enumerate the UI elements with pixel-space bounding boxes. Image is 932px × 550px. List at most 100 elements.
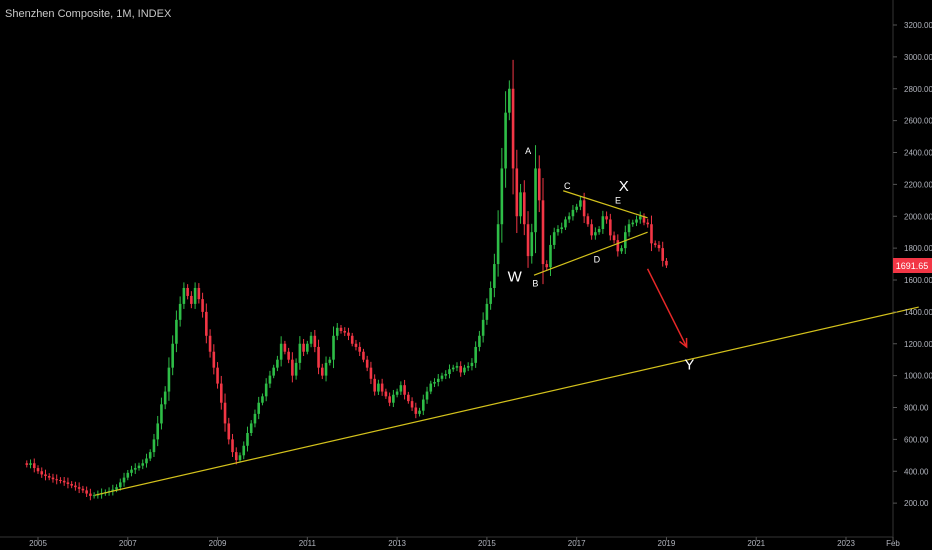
candle-body	[358, 346, 362, 352]
y-tick-label: 2400.00	[904, 149, 932, 158]
candle-body	[156, 423, 160, 440]
candle-body	[635, 219, 638, 223]
y-tick-label: 2200.00	[904, 180, 932, 189]
candle-body	[160, 404, 163, 424]
candle-body	[395, 391, 399, 395]
candle-body	[246, 433, 249, 446]
candle-body	[25, 463, 29, 465]
candle-body	[470, 362, 474, 367]
trendlines-layer	[94, 190, 919, 496]
candle-body	[59, 480, 62, 482]
candle-body	[519, 192, 522, 217]
candle-body	[481, 319, 485, 336]
candle-body	[313, 335, 317, 347]
x-tick-label: 2021	[747, 539, 765, 548]
candle-body	[175, 319, 178, 344]
candle-body	[418, 410, 421, 414]
candle-body	[459, 366, 463, 373]
candle-body	[133, 468, 137, 470]
candle-body	[234, 452, 238, 461]
candle-body	[526, 224, 530, 257]
candle-body	[29, 463, 32, 465]
candle-body	[178, 303, 182, 320]
candle-body	[283, 343, 287, 352]
candle-body	[466, 366, 470, 368]
candle-body	[320, 367, 324, 376]
candle-body	[463, 367, 466, 373]
candles-layer	[25, 59, 668, 501]
candle-body	[373, 378, 376, 392]
candle-body	[407, 394, 410, 402]
last-price-badge-bg	[893, 258, 932, 273]
candle-body	[122, 477, 126, 483]
candle-body	[242, 445, 246, 456]
candle-body	[298, 343, 302, 363]
candle-body	[425, 391, 429, 400]
candle-body	[541, 200, 545, 265]
candle-body	[111, 489, 115, 492]
x-tick-label: 2013	[388, 539, 406, 548]
candle-body	[594, 232, 597, 236]
candle-body	[287, 351, 290, 360]
candle-body	[642, 216, 646, 223]
candle-body	[489, 287, 492, 304]
candle-body	[197, 287, 201, 300]
candle-body	[579, 200, 582, 207]
candle-body	[212, 351, 216, 368]
trendline[interactable]	[563, 190, 648, 219]
candle-body	[474, 346, 477, 363]
candle-body	[597, 229, 601, 233]
wave-label: E	[615, 196, 621, 206]
candle-body	[508, 88, 511, 113]
candle-body	[223, 402, 227, 424]
x-tick-label: 2023	[837, 539, 855, 548]
y-tick-label: 2600.00	[904, 117, 932, 126]
candle-body	[444, 374, 448, 376]
y-tick-label: 1200.00	[904, 340, 932, 349]
candle-body	[631, 222, 635, 225]
y-tick-label: 1400.00	[904, 308, 932, 317]
candle-body	[590, 224, 593, 236]
candle-body	[485, 303, 489, 320]
candle-body	[231, 439, 234, 453]
candle-body	[152, 439, 156, 453]
last-price-label: 1691.65	[896, 261, 929, 271]
candle-body	[190, 295, 193, 304]
candle-body	[575, 206, 578, 210]
candle-body	[451, 367, 455, 370]
trendline[interactable]	[94, 306, 919, 496]
candle-body	[216, 367, 219, 384]
candle-body	[294, 362, 298, 376]
candle-body	[560, 227, 564, 229]
candle-body	[478, 335, 481, 347]
x-tick-label: 2007	[119, 539, 137, 548]
candle-body	[279, 343, 283, 360]
candle-body	[51, 477, 55, 480]
candle-body	[582, 200, 586, 217]
candle-body	[47, 476, 51, 478]
candle-body	[504, 112, 507, 169]
candle-body	[306, 343, 309, 352]
candle-body	[227, 423, 231, 440]
candle-body	[137, 465, 141, 469]
candle-body	[650, 224, 653, 244]
candle-body	[249, 423, 253, 433]
candle-body	[436, 378, 440, 382]
candle-body	[40, 471, 44, 475]
candle-body	[201, 299, 204, 312]
wave-label: Y	[684, 356, 694, 373]
candle-body	[627, 224, 631, 233]
y-axis[interactable]: 200.00 400.00 600.00 800.00 1000.00 1200.00 14…	[893, 21, 932, 508]
trendline[interactable]	[533, 231, 648, 276]
candle-body	[257, 402, 261, 414]
candle-body	[448, 369, 451, 375]
y-tick-label: 1000.00	[904, 372, 932, 381]
candle-body	[537, 168, 541, 201]
x-tick-label: 2011	[299, 539, 317, 548]
candle-body	[433, 382, 436, 384]
candle-body	[601, 216, 605, 229]
candle-body	[335, 327, 339, 336]
candle-body	[429, 383, 433, 392]
x-axis[interactable]: 2005 2007 2009 2011 2013 2015 2017 2019 2021 2023…	[29, 537, 900, 548]
